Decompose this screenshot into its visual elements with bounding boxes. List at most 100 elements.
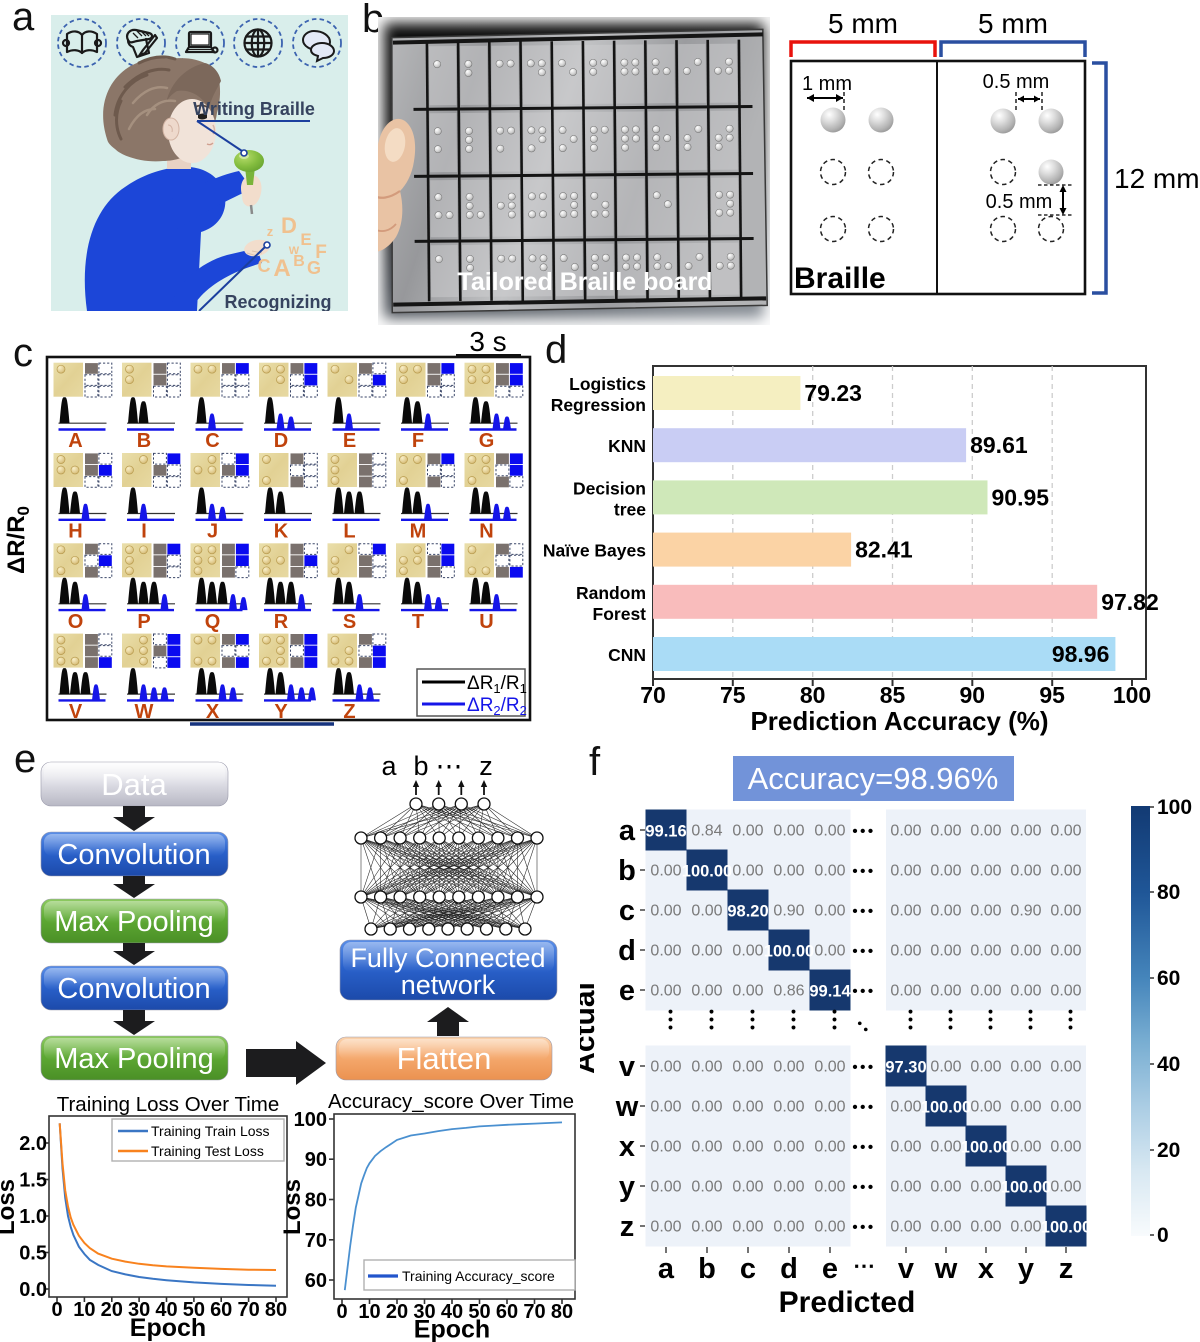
svg-text:0.00: 0.00 — [732, 943, 763, 960]
svg-text:0.00: 0.00 — [814, 1099, 845, 1116]
svg-text:100.00: 100.00 — [961, 1139, 1011, 1157]
svg-text:0.00: 0.00 — [890, 983, 921, 1000]
svg-text:0.00: 0.00 — [773, 1059, 804, 1076]
svg-text:0.00: 0.00 — [650, 863, 681, 880]
svg-text:0.00: 0.00 — [970, 1219, 1001, 1236]
svg-text:20: 20 — [101, 1299, 123, 1321]
svg-text:90: 90 — [305, 1149, 327, 1171]
svg-text:Regression: Regression — [551, 395, 646, 415]
svg-text:L: L — [343, 521, 355, 543]
svg-text:H: H — [68, 521, 82, 543]
svg-text:Epoch: Epoch — [414, 1316, 490, 1342]
svg-text:M: M — [410, 521, 427, 543]
svg-text:2.0: 2.0 — [19, 1133, 47, 1155]
svg-text:w: w — [615, 1091, 639, 1123]
svg-text:30: 30 — [413, 1301, 435, 1323]
svg-text:D: D — [281, 213, 297, 238]
svg-text:V: V — [69, 701, 83, 723]
svg-text:3 s: 3 s — [469, 330, 506, 357]
svg-text:0.00: 0.00 — [814, 1139, 845, 1156]
svg-text:80: 80 — [551, 1301, 573, 1323]
svg-text:0.00: 0.00 — [1050, 1059, 1081, 1076]
svg-text:0.00: 0.00 — [691, 983, 722, 1000]
svg-text:z: z — [479, 751, 493, 781]
svg-text:w: w — [934, 1253, 958, 1285]
svg-text:ΔR1/R1: ΔR1/R1 — [467, 673, 527, 696]
svg-text:0.00: 0.00 — [930, 863, 961, 880]
svg-text:•••: ••• — [852, 1099, 875, 1116]
svg-text:0.00: 0.00 — [930, 1179, 961, 1196]
svg-text:y: y — [1018, 1253, 1034, 1285]
svg-text:0.00: 0.00 — [970, 823, 1001, 840]
svg-text:0: 0 — [51, 1299, 62, 1321]
svg-text:0.00: 0.00 — [890, 1179, 921, 1196]
svg-text:•••: ••• — [852, 943, 875, 960]
svg-text:40: 40 — [441, 1301, 463, 1323]
svg-text:0.00: 0.00 — [814, 943, 845, 960]
svg-text:0.00: 0.00 — [650, 1099, 681, 1116]
svg-text:•••: ••• — [852, 1139, 875, 1156]
svg-text:e: e — [619, 975, 635, 1007]
svg-text:ΔR2/R2: ΔR2/R2 — [467, 695, 527, 718]
svg-text:D: D — [274, 430, 288, 452]
svg-text:b: b — [618, 855, 636, 887]
svg-text:•••: ••• — [983, 1009, 999, 1033]
svg-text:30: 30 — [128, 1299, 150, 1321]
svg-text:••: •• — [853, 1016, 876, 1039]
svg-text:B: B — [137, 430, 151, 452]
svg-text:0.00: 0.00 — [814, 1219, 845, 1236]
svg-text:0.00: 0.00 — [1050, 1179, 1081, 1196]
svg-text:•••: ••• — [852, 863, 875, 880]
svg-text:•••: ••• — [1063, 1009, 1079, 1033]
svg-text:0.00: 0.00 — [691, 943, 722, 960]
svg-text:S: S — [343, 611, 356, 633]
svg-text:0.00: 0.00 — [890, 943, 921, 960]
svg-text:Logistics: Logistics — [569, 374, 646, 394]
svg-text:0.00: 0.00 — [1050, 823, 1081, 840]
svg-text:70: 70 — [237, 1299, 259, 1321]
svg-text:97.82: 97.82 — [1101, 589, 1159, 615]
svg-text:A: A — [273, 255, 290, 282]
svg-text:60: 60 — [305, 1270, 327, 1292]
svg-text:K: K — [274, 521, 289, 543]
svg-text:0.00: 0.00 — [930, 1219, 961, 1236]
svg-text:80: 80 — [1157, 881, 1180, 904]
svg-text:0.00: 0.00 — [732, 1099, 763, 1116]
svg-text:90: 90 — [960, 682, 986, 708]
svg-text:0.00: 0.00 — [970, 863, 1001, 880]
svg-text:network: network — [401, 970, 496, 1000]
svg-text:1.5: 1.5 — [19, 1170, 47, 1192]
svg-text:0.00: 0.00 — [732, 1059, 763, 1076]
svg-text:70: 70 — [640, 682, 666, 708]
svg-text:0.00: 0.00 — [1010, 1219, 1041, 1236]
svg-text:KNN: KNN — [608, 436, 646, 456]
svg-text:Data: Data — [101, 767, 167, 802]
svg-text:d: d — [780, 1253, 798, 1285]
svg-text:0.00: 0.00 — [1050, 903, 1081, 920]
svg-text:0.00: 0.00 — [732, 863, 763, 880]
svg-text:99.16: 99.16 — [645, 823, 686, 841]
svg-text:100: 100 — [1157, 796, 1192, 819]
svg-text:Actual: Actual — [580, 982, 601, 1074]
svg-text:0.00: 0.00 — [890, 1099, 921, 1116]
svg-text:Random: Random — [576, 583, 646, 603]
svg-text:Tailored Braille board: Tailored Braille board — [457, 268, 712, 296]
svg-text:60: 60 — [210, 1299, 232, 1321]
svg-text:Flatten: Flatten — [397, 1041, 492, 1076]
svg-text:0.00: 0.00 — [691, 1099, 722, 1116]
svg-text:0.00: 0.00 — [691, 903, 722, 920]
svg-text:0.00: 0.00 — [650, 903, 681, 920]
svg-text:40: 40 — [155, 1299, 177, 1321]
svg-text:0.84: 0.84 — [691, 823, 722, 840]
svg-text:x: x — [619, 1131, 635, 1163]
svg-text:•••: ••• — [852, 903, 875, 920]
svg-text:0.00: 0.00 — [970, 1099, 1001, 1116]
svg-text:Training Test Loss: Training Test Loss — [151, 1143, 264, 1159]
svg-text:Writing Braille: Writing Braille — [193, 99, 315, 119]
svg-text:100.00: 100.00 — [1001, 1179, 1051, 1197]
svg-text:N: N — [479, 521, 493, 543]
svg-text:0.00: 0.00 — [1050, 943, 1081, 960]
svg-text:G: G — [479, 430, 495, 452]
svg-text:5 mm: 5 mm — [828, 8, 898, 39]
svg-text:Loss: Loss — [0, 1179, 20, 1235]
